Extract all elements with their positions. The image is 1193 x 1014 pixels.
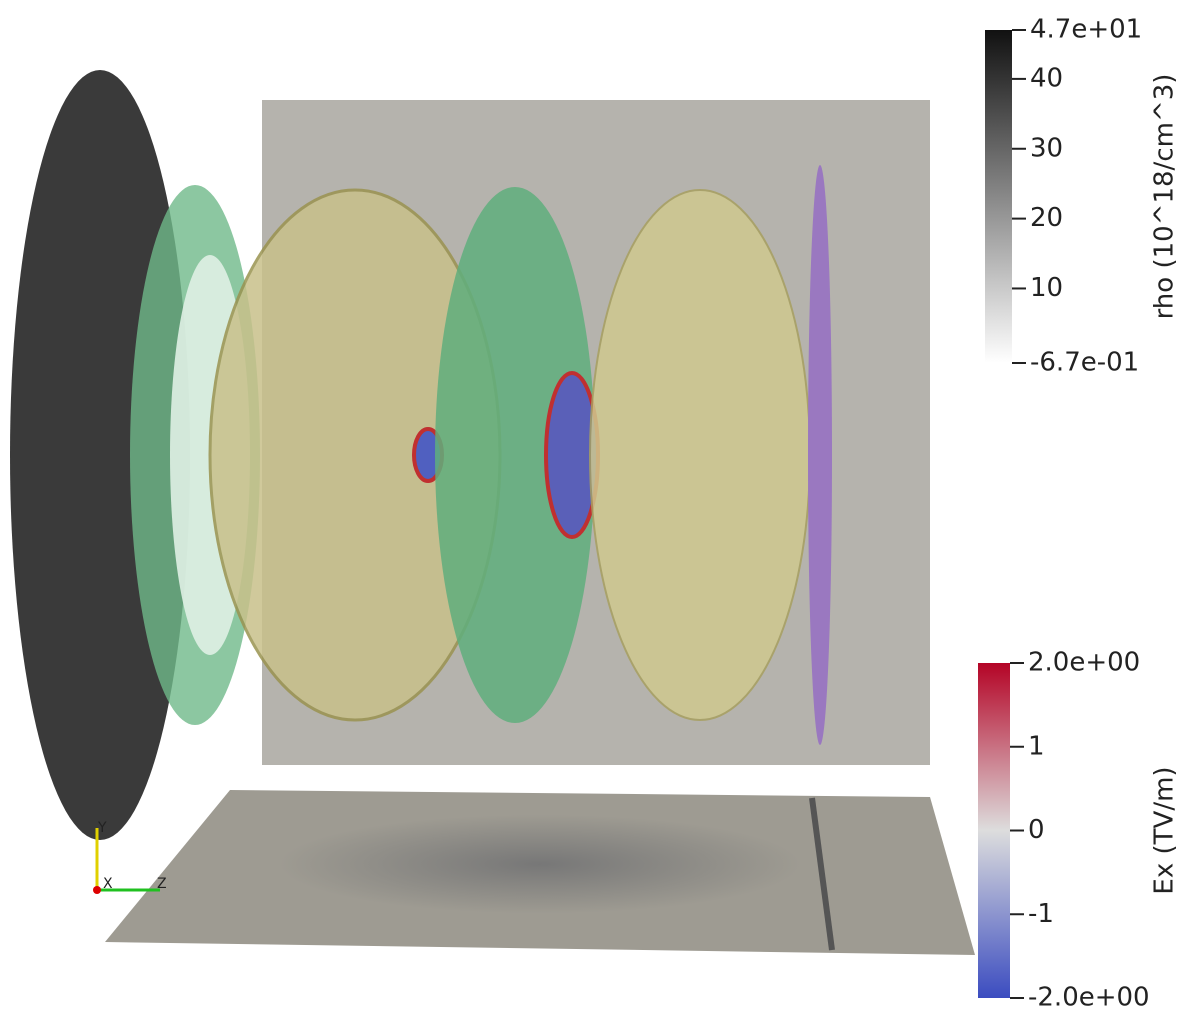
axis-label: Y [97, 820, 107, 836]
purple-sheet [808, 165, 832, 745]
axis-label: X [103, 876, 113, 892]
tick-label: -1 [1028, 899, 1054, 929]
tick-label: -6.7e-01 [1030, 348, 1139, 378]
tick-label: 1 [1028, 731, 1045, 761]
tick-label: 0 [1028, 815, 1045, 845]
axis-x [93, 886, 101, 894]
floor-slice [105, 790, 975, 955]
tick-label: 30 [1030, 133, 1063, 163]
axis-label: Z [157, 876, 167, 892]
colorbar [985, 30, 1012, 363]
colorbar [978, 663, 1010, 998]
yellow-shell [590, 190, 810, 720]
tick-label: 2.0e+00 [1028, 648, 1140, 678]
tick-label: 40 [1030, 63, 1063, 93]
colorbar-title: Ex (TV/m) [1150, 766, 1180, 894]
tick-label: 4.7e+01 [1030, 15, 1142, 45]
tick-label: -2.0e+00 [1028, 983, 1150, 1011]
tick-label: 20 [1030, 203, 1063, 233]
viewport: Y X Z 4.7e+0140302010-6.7e-01rho (10^18/… [0, 0, 1193, 1010]
tick-label: 10 [1030, 273, 1063, 303]
colorbar-title: rho (10^18/cm^3) [1150, 74, 1180, 320]
scene: Y X Z [10, 70, 975, 955]
